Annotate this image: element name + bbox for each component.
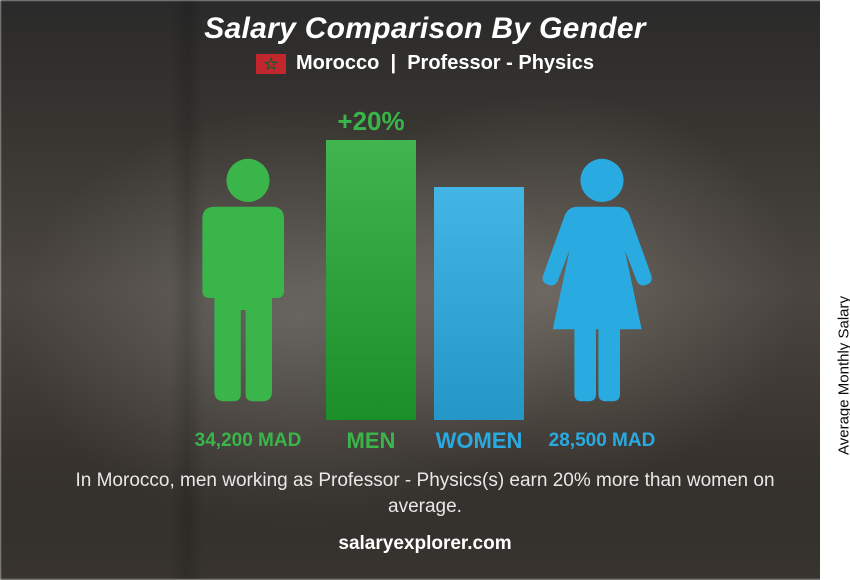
labels-row: 34,200 MAD MEN WOMEN 28,500 MAD bbox=[105, 428, 745, 454]
male-figure-col bbox=[188, 140, 308, 420]
subtitle-row: Morocco | Professor - Physics bbox=[256, 52, 594, 75]
infographic-container: Salary Comparison By Gender Morocco | Pr… bbox=[0, 0, 850, 580]
chart-area: +20% bbox=[105, 85, 745, 420]
women-bar bbox=[434, 187, 524, 420]
men-bar-col: +20% bbox=[326, 140, 416, 420]
women-salary: 28,500 MAD bbox=[542, 430, 662, 452]
morocco-flag-icon bbox=[256, 54, 286, 74]
page-title: Salary Comparison By Gender bbox=[204, 12, 646, 46]
men-bar: +20% bbox=[326, 140, 416, 420]
footer-source: salaryexplorer.com bbox=[338, 533, 511, 555]
women-bar-col bbox=[434, 187, 524, 420]
male-icon bbox=[188, 140, 308, 420]
men-label: MEN bbox=[326, 428, 416, 454]
men-pct-label: +20% bbox=[337, 106, 404, 137]
summary-text: In Morocco, men working as Professor - P… bbox=[65, 468, 785, 519]
female-figure-col bbox=[542, 140, 662, 420]
separator: | bbox=[390, 52, 396, 74]
subtitle-text: Morocco | Professor - Physics bbox=[296, 52, 594, 75]
men-salary: 34,200 MAD bbox=[188, 430, 308, 452]
job-title: Professor - Physics bbox=[407, 52, 594, 74]
country-name: Morocco bbox=[296, 52, 379, 74]
women-label: WOMEN bbox=[434, 428, 524, 454]
female-icon bbox=[542, 140, 662, 420]
